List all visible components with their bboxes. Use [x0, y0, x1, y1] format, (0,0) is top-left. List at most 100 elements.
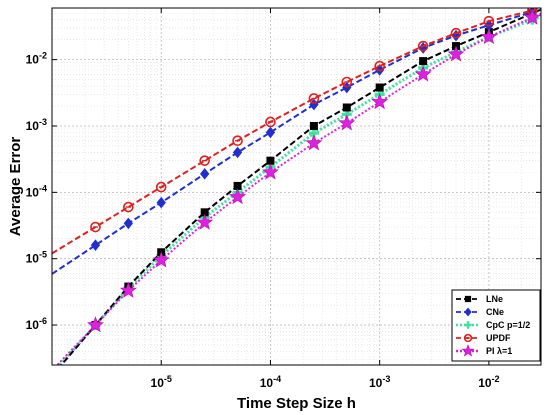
data-point: [480, 28, 498, 45]
data-point: [266, 156, 275, 165]
data-point: [229, 188, 246, 205]
legend-marker: [464, 295, 472, 303]
data-point: [305, 134, 323, 151]
data-point: [156, 196, 166, 209]
legend-entry: PI λ=1: [456, 344, 512, 357]
x-tick-label: 10-5: [151, 374, 172, 390]
marker-shape: [232, 135, 243, 147]
data-point: [483, 15, 495, 27]
data-point: [447, 45, 465, 62]
marker-shape: [461, 344, 475, 357]
data-point: [123, 201, 134, 213]
data-point: [341, 76, 353, 88]
y-tick-label: 10-5: [26, 250, 47, 266]
marker-shape: [447, 45, 465, 62]
marker-shape: [374, 60, 385, 72]
plot-frame: [51, 7, 542, 366]
x-tick-label: 10-4: [260, 374, 281, 390]
marker-shape: [345, 109, 349, 120]
legend-entry: UPDF: [456, 333, 511, 343]
data-point: [199, 155, 210, 166]
data-point: [90, 239, 101, 251]
data-point: [308, 128, 319, 139]
legend-entry: CpC p=1/2: [456, 320, 530, 330]
data-point: [450, 27, 462, 39]
marker-shape: [123, 201, 134, 213]
marker-shape: [463, 333, 473, 343]
marker-shape: [523, 8, 541, 25]
marker-shape: [464, 307, 472, 317]
data-point: [342, 103, 351, 112]
data-point: [87, 316, 104, 333]
y-tick-label: 10-6: [26, 316, 47, 332]
marker-shape: [87, 316, 104, 333]
data-point: [308, 93, 320, 104]
series-line: [52, 8, 541, 255]
x-tick-label: 10-2: [478, 374, 499, 390]
legend-label: CNe: [486, 307, 504, 317]
data-point: [265, 116, 276, 128]
x-tick-label: 10-3: [369, 374, 390, 390]
marker-shape: [375, 83, 384, 92]
data-point: [119, 281, 137, 298]
marker-shape: [342, 103, 351, 112]
series-updf: [52, 8, 541, 255]
data-point: [196, 213, 214, 230]
data-point: [309, 121, 318, 130]
tick-labels: 10-5 10-4 10-3 10-2 10-6 10-5 10-4 10-3 10-2: [26, 51, 500, 390]
data-point: [375, 83, 384, 92]
legend-label: PI λ=1: [486, 346, 512, 356]
legend-entry: CNe: [456, 307, 504, 317]
data-point: [232, 146, 243, 159]
legend-marker: [463, 333, 473, 343]
marker-shape: [466, 321, 470, 329]
marker-shape: [229, 188, 246, 205]
data-point: [262, 163, 279, 180]
marker-shape: [309, 121, 318, 130]
marker-shape: [119, 281, 137, 298]
data-point: [155, 181, 167, 193]
marker-shape: [341, 76, 353, 88]
data-point: [341, 109, 352, 120]
data-point: [338, 114, 356, 131]
data-point: [265, 126, 276, 139]
legend-label: UPDF: [486, 333, 511, 343]
data-point: [232, 135, 243, 147]
series-group: [52, 8, 541, 365]
y-tick-label: 10-2: [26, 51, 47, 67]
marker-shape: [262, 163, 279, 180]
data-point: [374, 60, 385, 72]
data-point: [371, 93, 389, 110]
series-pi-1: [55, 8, 541, 365]
y-axis-title: Average Error: [7, 137, 24, 237]
x-axis-title: Time Step Size h: [237, 395, 356, 412]
marker-shape: [308, 93, 320, 104]
data-point: [90, 221, 101, 233]
data-point: [123, 217, 133, 230]
marker-shape: [232, 146, 243, 159]
marker-shape: [90, 239, 101, 251]
series-line: [55, 12, 541, 365]
marker-shape: [196, 213, 214, 230]
y-tick-label: 10-3: [26, 117, 47, 133]
marker-shape: [152, 251, 170, 268]
marker-shape: [305, 134, 323, 151]
y-tick-label: 10-4: [26, 183, 47, 199]
marker-shape: [414, 65, 432, 82]
marker-shape: [123, 217, 133, 230]
marker-shape: [265, 116, 276, 128]
marker-shape: [371, 93, 389, 110]
data-point: [417, 40, 429, 52]
data-point: [523, 8, 541, 25]
legend-marker: [464, 307, 472, 317]
marker-shape: [464, 295, 472, 303]
legend-marker: [461, 344, 475, 357]
marker-shape: [90, 221, 101, 233]
legend: LNe CNe CpC p=1/2 UPDF PI λ=1: [451, 289, 541, 362]
marker-shape: [199, 155, 210, 166]
marker-shape: [200, 168, 210, 180]
marker-shape: [419, 57, 428, 66]
legend-label: LNe: [486, 294, 503, 304]
